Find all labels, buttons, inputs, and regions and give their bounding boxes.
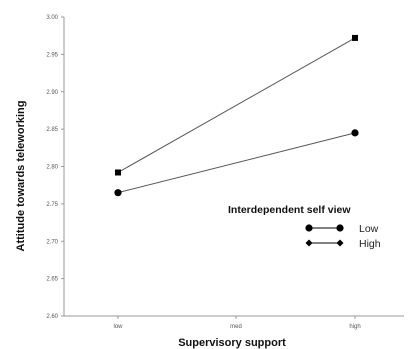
legend-label-low: Low (359, 223, 379, 235)
y-tick-label: 2.90 (46, 90, 58, 96)
y-tick-label: 2.70 (46, 239, 58, 245)
x-tick-label: high (349, 324, 360, 330)
series-markers (114, 34, 359, 197)
legend-label-high: High (359, 238, 381, 250)
legend: Interdependent self view Low High (228, 204, 381, 250)
tick-labels: 2.60 2.65 2.70 2.75 2.80 2.85 2.90 2.95 3.00 low m… (46, 15, 360, 330)
y-tick-label: 2.85 (46, 127, 58, 133)
data-point-high (352, 34, 358, 41)
y-tick-label: 2.95 (46, 52, 58, 58)
legend-marker-low (305, 224, 313, 232)
x-tick-label: med (230, 324, 242, 330)
legend-marker-high (305, 239, 313, 247)
series-line-high (117, 37, 356, 173)
x-axis-title: Supervisory support (178, 337, 286, 349)
axes (61, 16, 404, 319)
y-axis-title: Attitude towards teleworking (15, 101, 27, 252)
series-lines (117, 37, 356, 194)
y-tick-label: 2.65 (46, 277, 58, 283)
y-tick-label: 3.00 (46, 15, 58, 21)
legend-marker-high (336, 239, 344, 247)
y-tick-label: 2.80 (46, 165, 58, 171)
data-point-high (115, 169, 121, 176)
data-point-low (114, 189, 122, 197)
y-tick-label: 2.60 (46, 314, 58, 320)
legend-title: Interdependent self view (228, 204, 351, 216)
y-tick-label: 2.75 (46, 202, 58, 208)
data-point-low (351, 129, 359, 137)
legend-marker-low (336, 224, 344, 232)
series-line-low (117, 132, 356, 194)
x-tick-label: low (113, 324, 123, 330)
